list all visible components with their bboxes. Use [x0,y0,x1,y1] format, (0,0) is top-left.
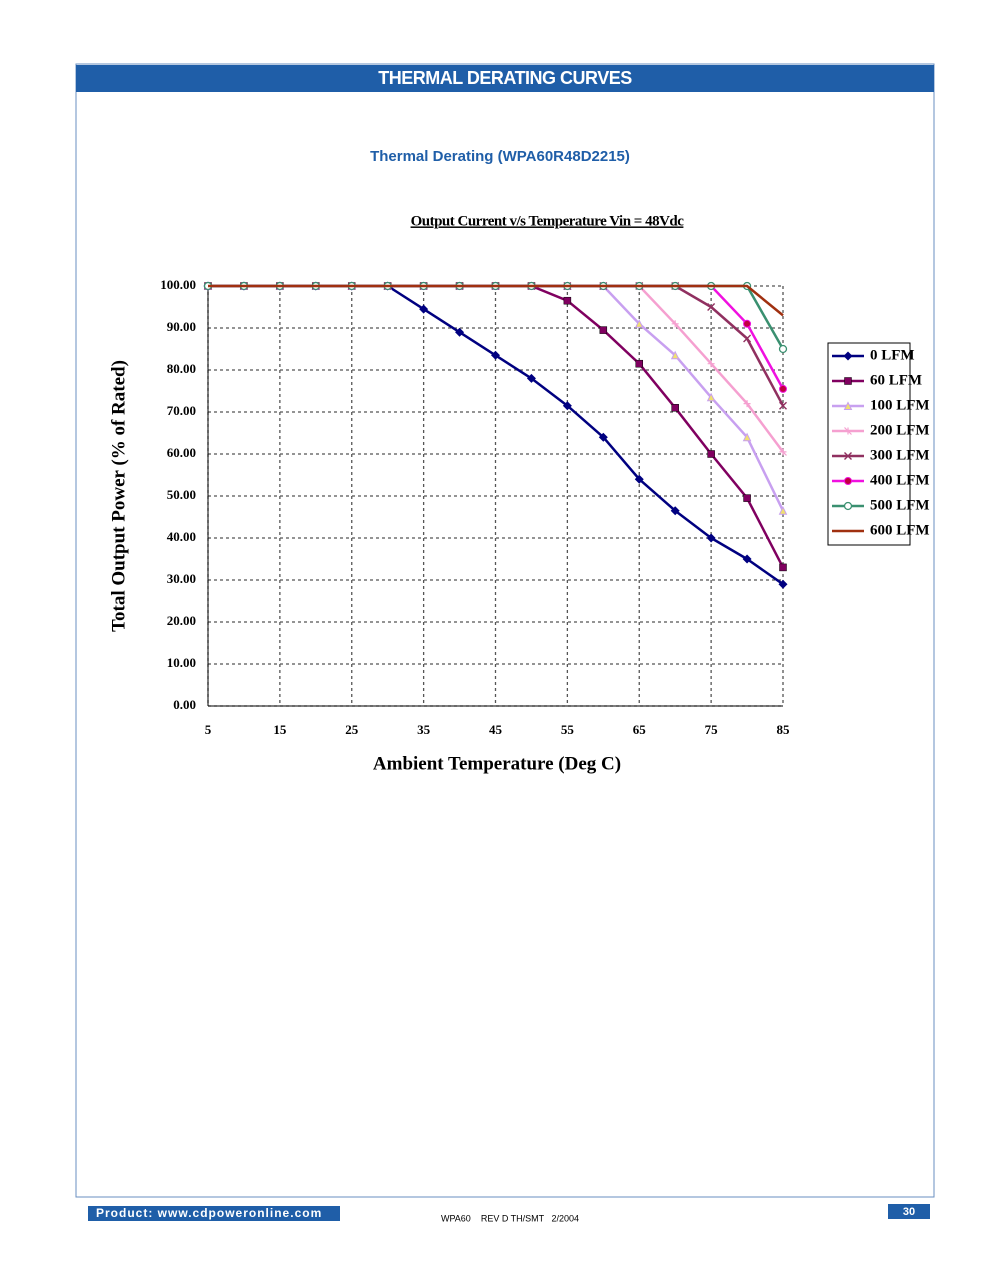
chart-subtitle: Output Current v/s Temperature Vin = 48V… [411,213,685,229]
marker [743,399,751,408]
marker [491,350,500,360]
page-frame [75,63,935,1198]
marker [634,319,644,328]
y-tick-label: 80.00 [167,361,196,376]
marker [779,401,787,410]
marker [706,392,716,402]
marker [671,319,680,328]
series-line [208,284,785,512]
x-tick-label: 55 [561,722,575,737]
marker [526,373,536,383]
y-tick-label: 40.00 [167,529,196,544]
marker [843,501,853,511]
marker [844,477,852,485]
y-tick-label: 70.00 [167,403,196,418]
series-line [208,284,784,317]
legend-label: 400 LFM [870,472,930,488]
page-number: 30 [903,1206,915,1218]
legend-label: 100 LFM [870,397,930,413]
marker [563,296,572,305]
marker [843,401,853,410]
legend-label: 600 LFM [870,522,930,538]
x-tick-label: 5 [205,722,212,737]
header-bar [76,65,934,92]
marker [778,344,788,354]
marker [743,319,752,328]
marker [743,334,752,343]
marker [671,404,679,412]
legend-label: 0 LFM [870,347,915,363]
marker [635,359,643,368]
x-tick-label: 45 [489,722,503,737]
marker [779,447,787,456]
footer-product: Product: www.cdpoweronline.com [96,1206,322,1220]
marker [707,303,716,311]
marker [843,351,853,361]
series-line [208,284,785,390]
legend-box [827,342,911,546]
marker [562,401,572,411]
marker [844,427,852,435]
marker [778,506,788,515]
marker [779,384,787,393]
marker [634,474,644,484]
header-title: THERMAL DERATING CURVES [378,68,632,88]
y-tick-label: 10.00 [167,655,196,670]
x-tick-label: 15 [273,722,287,737]
x-tick-label: 75 [705,722,719,737]
marker [419,304,429,314]
y-tick-label: 30.00 [167,571,196,586]
marker [707,359,716,368]
footer-product-bar [88,1206,340,1221]
marker [455,327,465,337]
page-number-bar [888,1204,930,1219]
footer-revision: WPA60 REV D TH/SMT 2/2004 [441,1213,579,1223]
x-tick-label: 85 [777,722,791,737]
y-tick-label: 60.00 [167,445,196,460]
legend-label: 200 LFM [870,422,930,438]
x-axis-label: Ambient Temperature (Deg C) [373,753,621,774]
marker [844,452,852,460]
y-tick-label: 0.00 [173,697,196,712]
marker [742,432,752,442]
marker [743,494,751,502]
marker [706,533,716,543]
x-tick-label: 65 [633,722,647,737]
marker [598,432,608,442]
y-tick-label: 20.00 [167,613,196,628]
y-tick-label: 90.00 [167,319,196,334]
marker [670,506,680,516]
chart-title: Thermal Derating (WPA60R48D2215) [370,148,630,165]
x-tick-label: 25 [345,722,359,737]
marker [599,326,608,334]
y-axis-label: Total Output Power (% of Rated) [108,360,129,632]
series-line [208,284,785,407]
marker [707,450,715,458]
marker [742,554,752,564]
marker [844,377,852,385]
legend-label: 500 LFM [870,497,930,513]
marker [670,350,680,360]
x-tick-label: 35 [417,722,431,737]
marker [779,563,787,572]
legend-label: 60 LFM [870,372,922,388]
y-tick-label: 100.00 [160,277,196,292]
marker [778,579,788,589]
y-tick-label: 50.00 [167,487,196,502]
legend-label: 300 LFM [870,447,930,463]
